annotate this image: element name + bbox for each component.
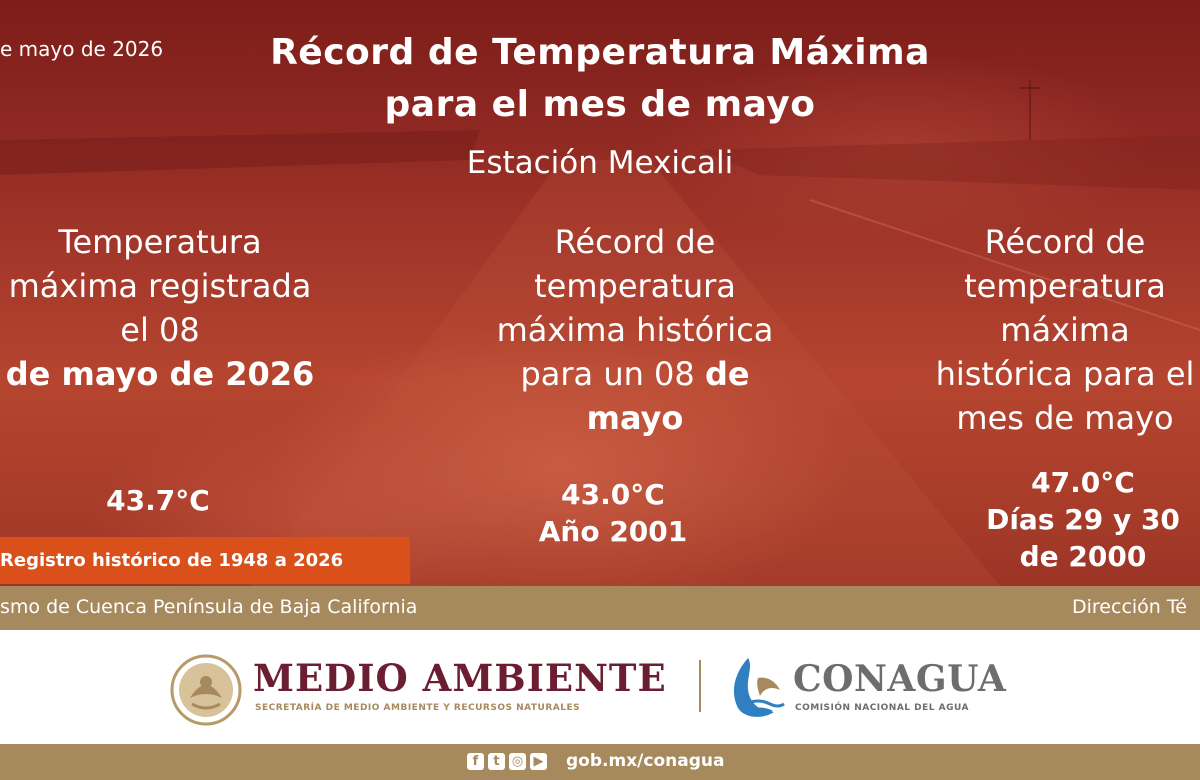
column-text: máxima registrada	[8, 267, 312, 305]
column-bold-text: de mayo de 2026	[5, 355, 315, 393]
temperature-value: 43.7°C	[106, 484, 210, 517]
value-daily-record: 43.0°C Año 2001	[488, 476, 738, 550]
column-text: Récord de	[554, 223, 716, 261]
column-text: el 08	[120, 311, 200, 349]
page-title-line2: para el mes de mayo	[384, 84, 816, 125]
organization-bar	[0, 586, 1200, 630]
website-link[interactable]: gob.mx/conagua	[566, 751, 725, 771]
logo-divider	[699, 660, 701, 712]
bottom-bar	[0, 744, 1200, 780]
twitter-icon[interactable]: t	[488, 753, 505, 770]
youtube-icon[interactable]: ▶	[530, 753, 547, 770]
conagua-logo-icon	[733, 658, 785, 717]
column-text: Récord de	[984, 223, 1146, 261]
hero-banner: e mayo de 2026 Récord de Temperatura Máx…	[0, 0, 1200, 586]
value-registered: 43.7°C	[58, 482, 258, 519]
column-text: máxima histórica	[496, 311, 774, 349]
medio-ambiente-logo-text: MEDIO AMBIENTE	[253, 656, 667, 700]
road-background-image	[0, 80, 1200, 586]
column-registered-temperature: Temperatura máxima registrada el 08 de m…	[0, 220, 340, 396]
record-year: Año 2001	[538, 515, 688, 548]
column-text: temperatura	[534, 267, 736, 305]
conagua-subtitle: COMISIÓN NACIONAL DEL AGUA	[795, 703, 970, 713]
column-text: mes de mayo	[956, 399, 1174, 437]
national-seal-icon	[170, 654, 242, 726]
column-text: Temperatura	[58, 223, 262, 261]
value-monthly-record: 47.0°C Días 29 y 30 de 2000	[958, 464, 1200, 575]
social-links: f t ◎ ▶	[467, 753, 547, 770]
organization-name: smo de Cuenca Península de Baja Californ…	[0, 596, 418, 618]
facebook-icon[interactable]: f	[467, 753, 484, 770]
column-text: temperatura	[964, 267, 1166, 305]
temperature-value: 43.0°C	[561, 478, 665, 511]
record-year: de 2000	[1019, 540, 1147, 573]
conagua-logo-text: CONAGUA	[793, 658, 1007, 700]
column-bold-text: mayo	[586, 399, 684, 437]
column-text: para un 08 de	[520, 355, 750, 393]
date-label: e mayo de 2026	[0, 37, 164, 61]
temperature-value: 47.0°C	[1031, 466, 1135, 499]
page-title-line1: Récord de Temperatura Máxima	[270, 32, 930, 73]
direction-name: Dirección Té	[1072, 596, 1187, 618]
station-name: Estación Mexicali	[466, 145, 734, 181]
medio-ambiente-subtitle: SECRETARÍA DE MEDIO AMBIENTE Y RECURSOS …	[255, 703, 581, 713]
column-text: máxima	[1000, 311, 1130, 349]
column-daily-record: Récord de temperatura máxima histórica p…	[450, 220, 820, 440]
column-text: histórica para el	[935, 355, 1195, 393]
column-monthly-record: Récord de temperatura máxima histórica p…	[905, 220, 1200, 440]
instagram-icon[interactable]: ◎	[509, 753, 526, 770]
record-days: Días 29 y 30	[986, 503, 1180, 536]
historic-range-badge: Registro histórico de 1948 a 2026	[0, 537, 410, 584]
